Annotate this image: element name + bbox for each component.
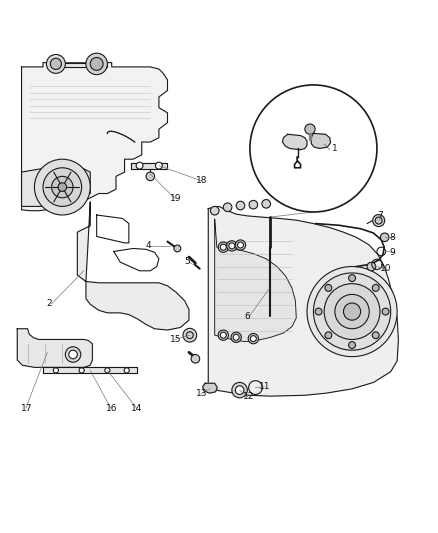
Circle shape [174,245,181,252]
Circle shape [349,274,356,281]
Circle shape [50,58,61,69]
Circle shape [43,168,81,206]
Circle shape [229,243,235,249]
Circle shape [105,368,110,373]
Circle shape [250,85,377,212]
Circle shape [315,308,322,315]
Text: 11: 11 [259,382,271,391]
Circle shape [235,386,244,394]
Text: 1: 1 [332,144,337,154]
Circle shape [86,53,107,75]
Text: 15: 15 [170,335,182,344]
Circle shape [146,172,155,181]
Circle shape [155,162,162,169]
Circle shape [325,285,332,292]
Polygon shape [311,133,331,149]
Circle shape [220,244,226,250]
Circle shape [262,199,271,208]
Circle shape [231,332,241,343]
Circle shape [218,242,229,252]
Polygon shape [47,62,107,67]
Circle shape [220,332,226,338]
Circle shape [35,159,90,215]
Circle shape [79,368,84,373]
Polygon shape [215,219,296,342]
Circle shape [235,240,246,250]
Circle shape [53,368,58,373]
Circle shape [367,262,376,271]
Circle shape [343,303,360,320]
Circle shape [136,162,143,169]
Circle shape [58,183,67,191]
Text: 7: 7 [377,212,383,220]
Circle shape [335,294,369,329]
Text: 19: 19 [170,194,182,203]
Circle shape [233,334,239,341]
Circle shape [325,332,332,338]
Circle shape [69,350,78,359]
Polygon shape [114,248,159,271]
Polygon shape [203,383,217,393]
Circle shape [382,308,389,315]
Circle shape [237,242,244,248]
Text: 12: 12 [243,392,254,401]
Text: 9: 9 [390,248,396,257]
Polygon shape [131,163,167,168]
Circle shape [124,368,129,373]
Polygon shape [21,62,167,211]
Circle shape [305,124,315,134]
Circle shape [314,273,391,350]
Circle shape [373,215,385,227]
Circle shape [210,206,219,215]
Text: 8: 8 [390,233,396,242]
Circle shape [52,176,73,198]
Circle shape [324,284,380,340]
Circle shape [372,332,379,338]
Circle shape [46,54,65,74]
Polygon shape [97,215,129,243]
Text: 17: 17 [21,403,32,413]
Circle shape [251,336,256,342]
Circle shape [248,334,258,344]
Circle shape [65,347,81,362]
Text: 14: 14 [131,403,143,413]
Text: 4: 4 [145,241,151,251]
Text: 6: 6 [244,312,250,321]
Text: 5: 5 [184,257,190,266]
Polygon shape [78,202,189,330]
Polygon shape [208,206,399,396]
Circle shape [249,200,258,209]
Text: 16: 16 [106,403,117,413]
Polygon shape [21,166,90,206]
Circle shape [232,382,247,398]
Text: 18: 18 [196,176,207,185]
Circle shape [372,285,379,292]
Circle shape [90,58,103,70]
Circle shape [227,241,237,251]
Text: 10: 10 [380,264,392,273]
Circle shape [223,203,232,212]
Text: 2: 2 [46,300,52,309]
Text: 13: 13 [196,390,207,399]
Circle shape [307,266,397,357]
Polygon shape [43,367,138,373]
Circle shape [349,342,356,349]
Circle shape [191,354,200,363]
Polygon shape [283,134,307,150]
Circle shape [183,328,197,342]
Circle shape [218,330,229,341]
Polygon shape [17,329,92,367]
Circle shape [380,233,389,241]
Circle shape [236,201,245,210]
